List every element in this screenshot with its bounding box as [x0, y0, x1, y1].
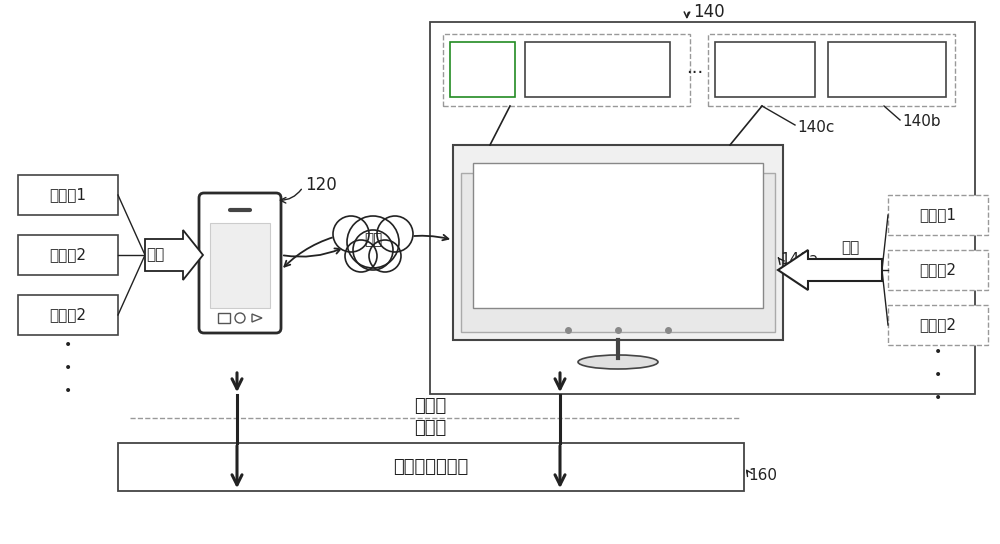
Bar — [708, 34, 955, 106]
Text: 目标牲2: 目标牲2 — [920, 318, 956, 332]
Circle shape — [347, 216, 399, 268]
Bar — [473, 163, 763, 308]
Text: 160: 160 — [748, 468, 777, 484]
Bar — [450, 42, 515, 97]
Bar — [525, 42, 670, 97]
Bar — [218, 313, 230, 323]
Circle shape — [333, 216, 369, 252]
FancyBboxPatch shape — [453, 145, 783, 340]
Circle shape — [353, 230, 393, 270]
Circle shape — [369, 240, 401, 272]
Text: 140a: 140a — [780, 252, 818, 268]
Bar — [18, 295, 118, 335]
Text: 第三方支付平台: 第三方支付平台 — [393, 458, 469, 476]
Text: 140b: 140b — [902, 114, 941, 129]
Circle shape — [377, 216, 413, 252]
Ellipse shape — [578, 355, 658, 369]
Bar — [888, 195, 988, 235]
Text: 120: 120 — [305, 176, 337, 194]
Text: 目标牲2: 目标牲2 — [50, 248, 87, 263]
Text: •
•
•: • • • — [64, 338, 72, 398]
FancyArrow shape — [778, 250, 882, 290]
Bar — [461, 173, 775, 332]
Text: 140: 140 — [693, 3, 725, 21]
Text: •
•
•: • • • — [934, 345, 942, 405]
Bar — [888, 305, 988, 345]
Text: 目标牲1: 目标牲1 — [920, 207, 956, 222]
Text: 互联网: 互联网 — [414, 419, 446, 437]
Bar — [18, 235, 118, 275]
Text: ...: ... — [686, 59, 704, 77]
Bar — [888, 250, 988, 290]
Text: 扫描: 扫描 — [146, 248, 164, 263]
Bar — [18, 175, 118, 215]
Bar — [715, 42, 815, 97]
Text: 目标牲1: 目标牲1 — [50, 188, 87, 202]
Bar — [430, 22, 975, 394]
Text: 局域网: 局域网 — [414, 397, 446, 415]
Text: 录入: 录入 — [841, 240, 859, 256]
FancyBboxPatch shape — [199, 193, 281, 333]
Text: 目标牲2: 目标牲2 — [50, 307, 87, 323]
Bar — [443, 34, 690, 106]
Bar — [210, 223, 270, 308]
Text: 网络: 网络 — [364, 232, 382, 248]
Circle shape — [345, 240, 377, 272]
Text: 140c: 140c — [797, 120, 834, 134]
Bar — [118, 443, 744, 491]
Polygon shape — [252, 314, 262, 322]
FancyArrow shape — [145, 230, 203, 280]
Text: 目标牲2: 目标牲2 — [920, 263, 956, 277]
Bar — [828, 42, 946, 97]
Circle shape — [235, 313, 245, 323]
